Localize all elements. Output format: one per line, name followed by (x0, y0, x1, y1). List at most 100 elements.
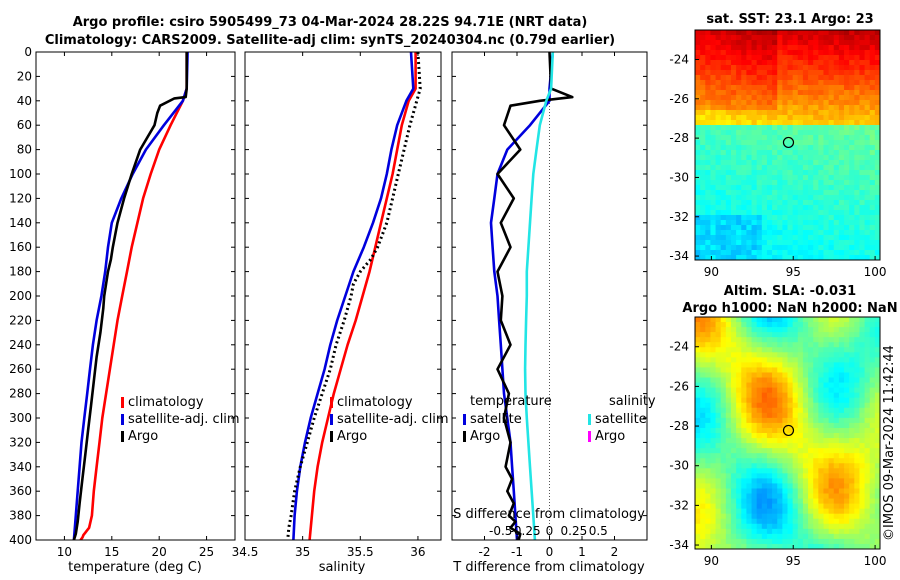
map-cell (730, 362, 737, 369)
map-cell (874, 140, 880, 146)
map-cell (818, 135, 825, 141)
map-cell (869, 105, 876, 111)
map-cell (746, 438, 753, 444)
map-cell (802, 337, 809, 343)
map-cell (818, 150, 825, 156)
map-cell (849, 65, 855, 71)
map-cell (864, 75, 871, 81)
map-cell (833, 140, 840, 146)
map-cell (864, 433, 871, 439)
map-cell (715, 473, 722, 479)
map-cell (715, 317, 722, 323)
map-cell (766, 245, 773, 251)
map-cell (818, 90, 825, 96)
map-cell (751, 155, 758, 161)
map-cell (813, 382, 819, 389)
map-cell (808, 508, 814, 515)
map-cell (772, 245, 778, 251)
map-cell (751, 230, 758, 236)
map-cell (859, 55, 866, 61)
map-cell (710, 35, 717, 41)
map-cell (741, 327, 747, 333)
map-cell (787, 125, 794, 131)
map-cell (844, 448, 850, 454)
map-cell (823, 473, 830, 479)
map-cell (874, 528, 880, 535)
map-cell (700, 180, 706, 186)
map-cell (818, 185, 825, 191)
map-cell (715, 120, 722, 126)
map-cell (838, 493, 845, 500)
map-cell (751, 35, 758, 41)
map-cell (766, 155, 773, 161)
depth-tick-label: 60 (17, 118, 32, 132)
map-cell (802, 90, 809, 96)
map-cell (766, 543, 773, 549)
map-cell (854, 210, 861, 216)
map-cell (782, 493, 789, 500)
map-cell (823, 145, 830, 151)
map-cell (864, 60, 871, 66)
map-cell (849, 387, 855, 394)
map-cell (849, 245, 855, 251)
map-cell (854, 30, 861, 36)
map-cell (864, 95, 871, 101)
map-cell (849, 498, 855, 505)
map-cell (777, 332, 783, 338)
map-cell (736, 220, 742, 226)
map-cell (725, 200, 732, 206)
map-cell (766, 140, 773, 146)
map-cell (705, 427, 712, 434)
map-cell (802, 180, 809, 186)
map-cell (725, 347, 732, 353)
map-cell (782, 165, 789, 171)
map-cell (695, 317, 701, 323)
map-cell (849, 513, 855, 520)
map-cell (792, 463, 799, 469)
map-cell (756, 75, 763, 81)
map-cell (751, 250, 758, 256)
map-cell (859, 245, 866, 251)
map-cell (833, 337, 840, 343)
map-cell (772, 80, 778, 86)
map-cell (828, 150, 835, 156)
map-cell (833, 60, 840, 66)
map-cell (797, 160, 804, 166)
map-cell (828, 115, 835, 121)
map-cell (746, 352, 753, 358)
map-cell (782, 518, 789, 525)
map-cell (741, 528, 747, 535)
map-cell (761, 155, 768, 161)
map-cell (695, 60, 701, 66)
map-cell (777, 347, 783, 353)
map-cell (751, 438, 758, 444)
map-cell (705, 392, 712, 399)
map-cell (802, 372, 809, 379)
map-cell (700, 372, 706, 379)
map-cell (874, 422, 880, 429)
map-cell (730, 518, 737, 525)
map-cell (736, 533, 742, 540)
map-cell (751, 367, 758, 374)
lon-tick-label: 90 (704, 265, 719, 279)
map-cell (751, 523, 758, 530)
map-cell (710, 120, 717, 126)
map-cell (710, 150, 717, 156)
map-cell (720, 528, 727, 535)
map-cell (736, 170, 742, 176)
map-cell (838, 543, 845, 549)
map-cell (833, 427, 840, 434)
map-cell (869, 503, 876, 510)
map-cell (725, 468, 732, 474)
map-cell (705, 453, 712, 459)
map-cell (859, 135, 866, 141)
map-cell (725, 30, 732, 36)
map-cell (864, 145, 871, 151)
map-cell (746, 230, 753, 236)
map-cell (808, 357, 814, 363)
map-cell (792, 150, 799, 156)
map-cell (756, 225, 763, 231)
map-cell (833, 35, 840, 41)
map-cell (844, 402, 850, 409)
map-cell (700, 412, 706, 419)
